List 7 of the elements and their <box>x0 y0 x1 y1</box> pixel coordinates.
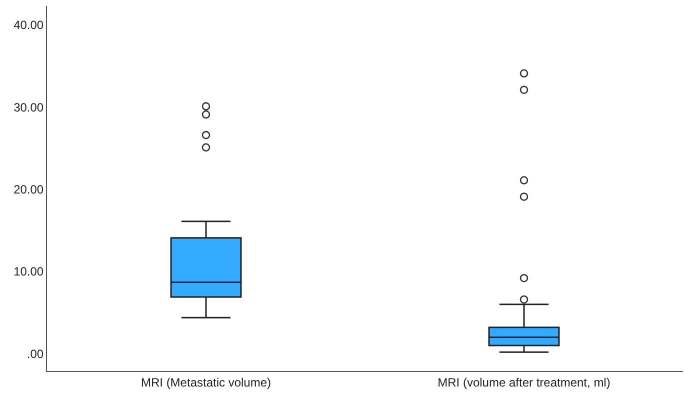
y-tick-label: 30.00 <box>14 100 44 114</box>
y-tick-label: 10.00 <box>14 264 44 279</box>
y-tick-label: 40.00 <box>14 18 44 32</box>
y-tick-label: .00 <box>26 346 44 361</box>
x-tick-label: MRI (volume after treatment, ml) <box>438 375 610 390</box>
x-tick-label: MRI (Metastatic volume) <box>140 375 272 390</box>
y-tick-label: 20.00 <box>14 182 44 197</box>
